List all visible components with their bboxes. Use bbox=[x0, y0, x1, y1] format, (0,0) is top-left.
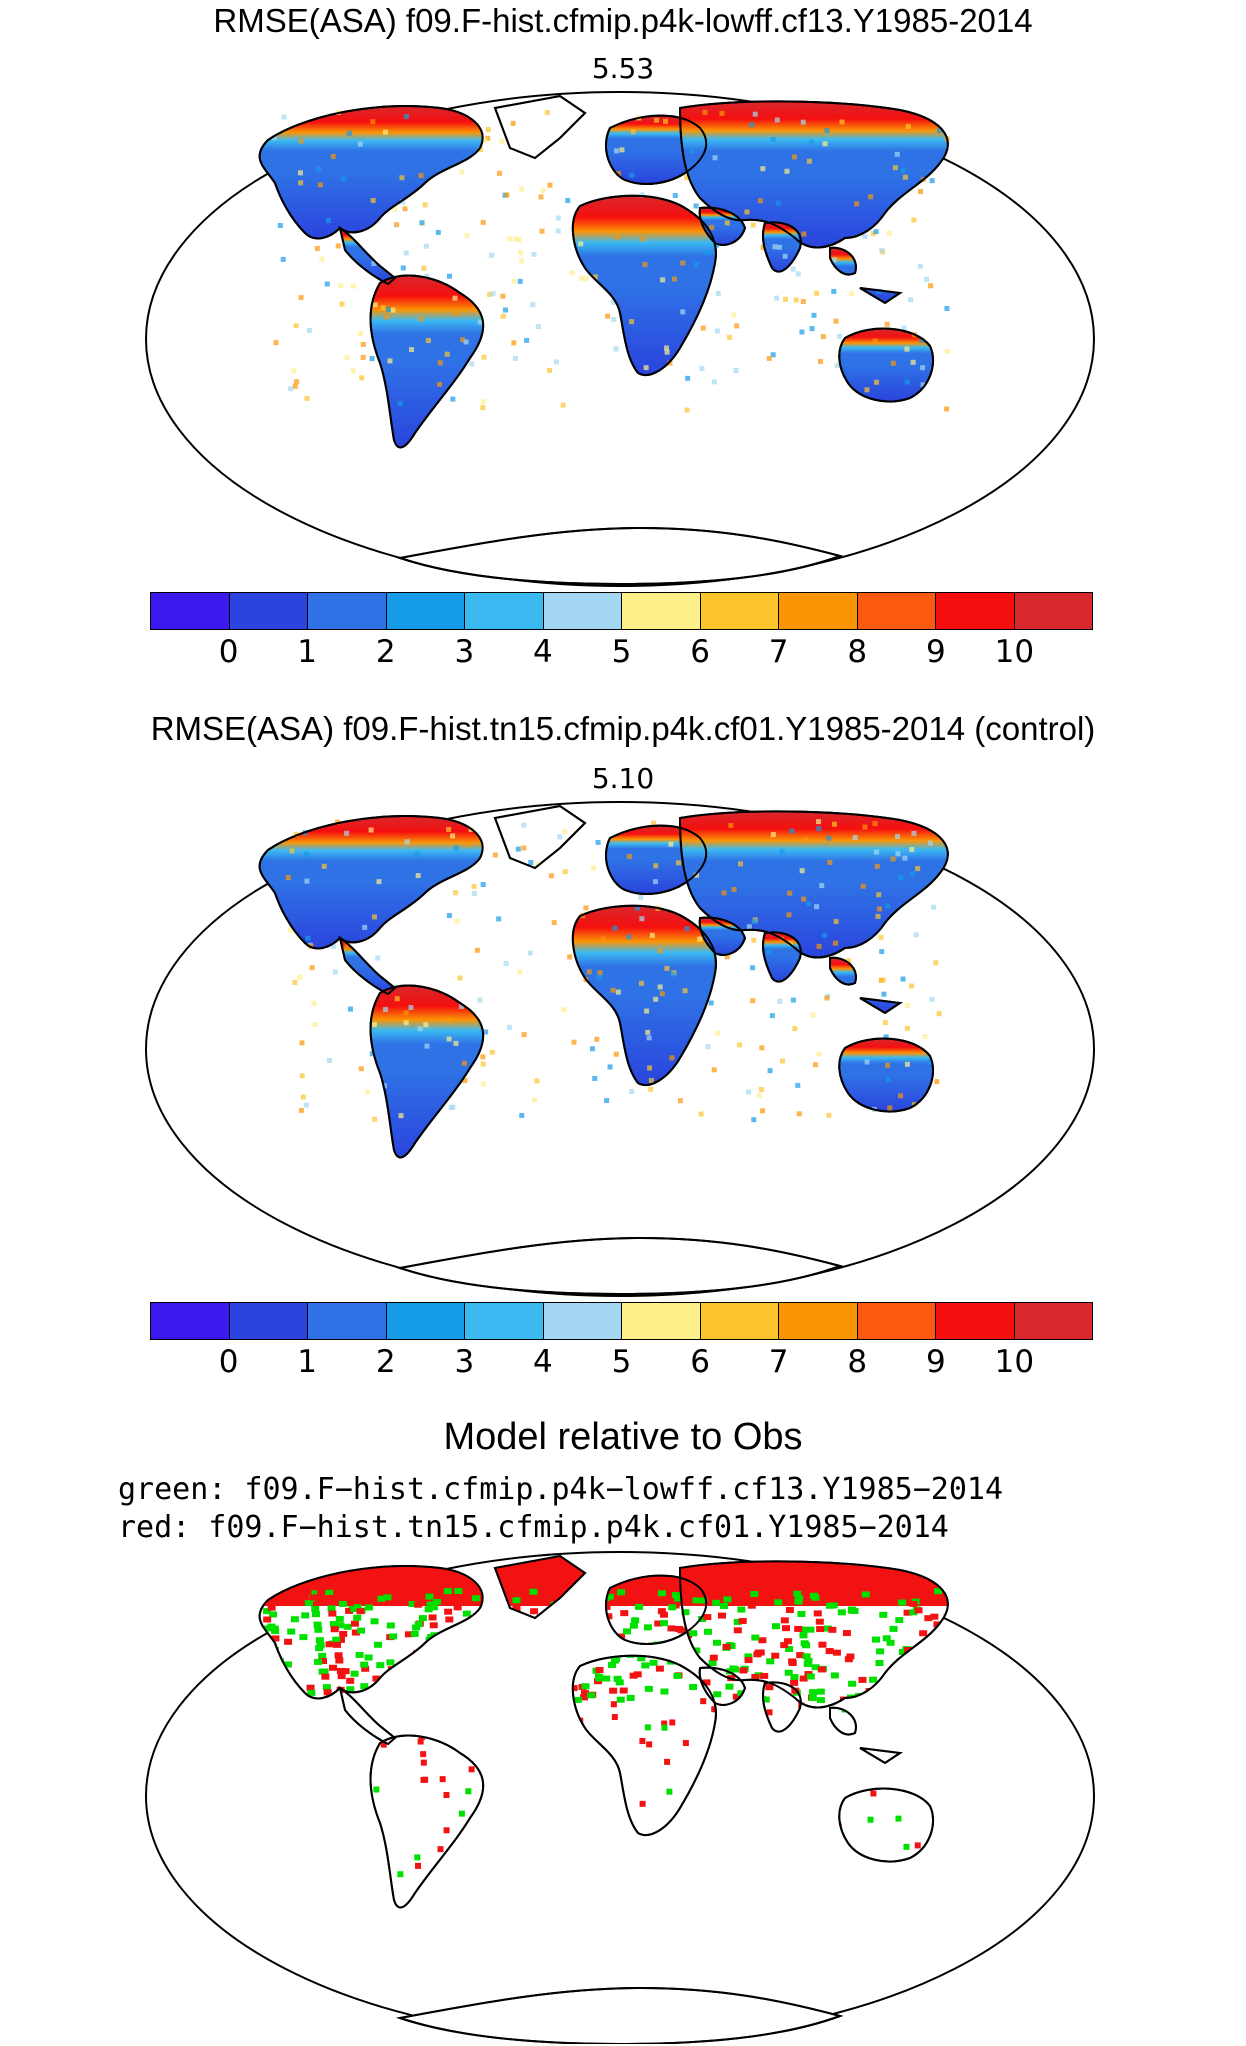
colorbar-swatch bbox=[857, 593, 936, 629]
colorbar-tick-label: 5 bbox=[611, 634, 632, 670]
colorbar-swatch bbox=[465, 593, 544, 629]
colorbar-tick-label: 7 bbox=[768, 634, 789, 670]
legend-green: green: f09.F−hist.cfmip.p4k−lowff.cf13.Y… bbox=[118, 1472, 1004, 1507]
colorbar-swatch bbox=[151, 1303, 230, 1339]
colorbar-swatch bbox=[700, 593, 779, 629]
comparison-map bbox=[145, 1551, 1095, 2044]
colorbar-swatch bbox=[308, 593, 387, 629]
legend-red: red: f09.F−hist.tn15.cfmip.p4k.cf01.Y198… bbox=[118, 1510, 949, 1545]
colorbar-swatch bbox=[151, 593, 230, 629]
panel2-value: 5.10 bbox=[591, 762, 655, 795]
colorbar-swatch bbox=[543, 1303, 622, 1339]
colorbar-swatch bbox=[622, 1303, 701, 1339]
comparison-title: Model relative to Obs bbox=[443, 1416, 803, 1458]
colorbar-swatch bbox=[779, 593, 858, 629]
panel1-colorbar-labels: 0 1 2 3 4 5 6 7 8 9 10 bbox=[0, 634, 1246, 674]
colorbar-swatch bbox=[465, 1303, 544, 1339]
colorbar-tick-label: 6 bbox=[690, 634, 710, 670]
colorbar-swatch bbox=[936, 593, 1015, 629]
colorbar-swatch bbox=[386, 593, 465, 629]
colorbar-swatch bbox=[622, 593, 701, 629]
colorbar-tick-label: 10 bbox=[994, 1344, 1035, 1380]
colorbar-swatch bbox=[229, 593, 308, 629]
colorbar-swatch bbox=[229, 1303, 308, 1339]
colorbar-tick-label: 4 bbox=[533, 1344, 553, 1380]
colorbar-swatch bbox=[936, 1303, 1015, 1339]
colorbar-tick-label: 3 bbox=[454, 634, 475, 670]
colorbar-tick-label: 4 bbox=[533, 634, 553, 670]
panel1-title: RMSE(ASA) f09.F-hist.cfmip.p4k-lowff.cf1… bbox=[213, 2, 1033, 39]
colorbar-tick-label: 7 bbox=[768, 1344, 789, 1380]
colorbar-tick-label: 1 bbox=[297, 634, 318, 670]
panel1-value: 5.53 bbox=[591, 52, 655, 85]
colorbar-tick-label: 9 bbox=[925, 1344, 946, 1380]
colorbar-swatch bbox=[1014, 593, 1092, 629]
colorbar-swatch bbox=[857, 1303, 936, 1339]
colorbar-tick-label: 0 bbox=[218, 634, 239, 670]
colorbar-swatch bbox=[386, 1303, 465, 1339]
colorbar-tick-label: 0 bbox=[218, 1344, 239, 1380]
colorbar-tick-label: 2 bbox=[375, 1344, 396, 1380]
colorbar-swatch bbox=[700, 1303, 779, 1339]
colorbar-tick-label: 5 bbox=[611, 1344, 632, 1380]
panel2-colorbar-labels: 0 1 2 3 4 5 6 7 8 9 10 bbox=[0, 1344, 1246, 1384]
colorbar-tick-label: 10 bbox=[994, 634, 1035, 670]
colorbar-tick-label: 9 bbox=[925, 634, 946, 670]
rmse-texture bbox=[271, 109, 950, 413]
colorbar-swatch bbox=[308, 1303, 387, 1339]
panel2-title: RMSE(ASA) f09.F-hist.tn15.cfmip.p4k.cf01… bbox=[150, 710, 1096, 747]
panel2-map bbox=[145, 801, 1095, 1297]
panel1-map bbox=[145, 91, 1095, 587]
colorbar-tick-label: 2 bbox=[375, 634, 396, 670]
colorbar-tick-label: 3 bbox=[454, 1344, 475, 1380]
panel2-colorbar bbox=[150, 1302, 1093, 1340]
colorbar-tick-label: 6 bbox=[690, 1344, 710, 1380]
colorbar-swatch bbox=[543, 593, 622, 629]
panel1-colorbar bbox=[150, 592, 1093, 630]
colorbar-swatch bbox=[779, 1303, 858, 1339]
colorbar-swatch bbox=[1014, 1303, 1092, 1339]
colorbar-tick-label: 8 bbox=[847, 1344, 868, 1380]
colorbar-tick-label: 8 bbox=[847, 634, 868, 670]
colorbar-tick-label: 1 bbox=[297, 1344, 318, 1380]
